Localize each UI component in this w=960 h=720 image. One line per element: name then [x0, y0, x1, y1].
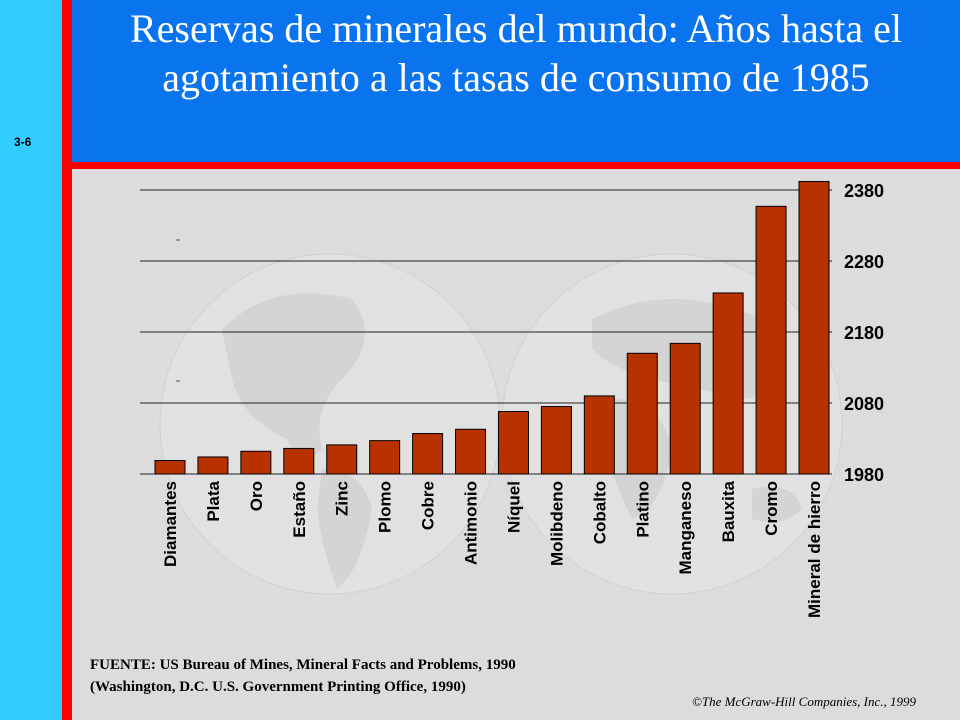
slide-title: Reservas de minerales del mundo: Años ha…	[129, 6, 903, 100]
y-tick-label: 1980	[844, 465, 884, 485]
x-category-label: Bauxita	[719, 480, 738, 542]
x-category-label: Cobre	[419, 481, 438, 530]
bar	[154, 460, 186, 475]
bar	[540, 406, 572, 475]
bar	[197, 456, 229, 475]
bars	[154, 180, 830, 475]
bar	[369, 440, 401, 475]
bar	[326, 444, 358, 475]
x-category-label: Plata	[204, 480, 223, 521]
x-category-label: Mineral de hierro	[805, 481, 824, 618]
y-tick-label: 2280	[844, 252, 884, 272]
x-category-label: Cobalto	[590, 481, 609, 544]
x-category-label: Antimonio	[462, 481, 481, 565]
bar	[583, 395, 615, 475]
bar	[455, 428, 487, 475]
x-category-label: Manganeso	[676, 481, 695, 575]
left-accent-bar	[0, 0, 62, 720]
x-category-label: Platino	[633, 481, 652, 538]
x-category-label: Plomo	[376, 481, 395, 533]
x-category-label: Diamantes	[161, 481, 180, 567]
x-axis-labels: Diamantes Plata Oro Estaño Zinc Plomo Cobre Ant…	[161, 480, 824, 618]
slide-number: 3-6	[14, 135, 32, 149]
x-category-label: Níquel	[504, 481, 523, 533]
y-tick-label: 2380	[844, 181, 884, 201]
title-banner	[72, 0, 960, 162]
x-category-label: Oro	[247, 481, 266, 511]
bar	[798, 180, 830, 475]
copyright-note: ©The McGraw-Hill Companies, Inc., 1999	[692, 694, 916, 709]
chart-area: 1980 2080 2180 2280 2380 Diamantes Plata Oro Es…	[72, 169, 960, 720]
bar-chart: 1980 2080 2180 2280 2380 Diamantes Plata Oro Es…	[140, 180, 884, 618]
bar	[497, 411, 529, 475]
bar	[412, 433, 444, 475]
y-axis-ticks: 1980 2080 2180 2280 2380	[844, 181, 884, 485]
bar	[626, 352, 658, 475]
bar	[240, 450, 272, 475]
bar	[283, 447, 315, 475]
x-category-label: Cromo	[762, 481, 781, 536]
x-category-label: Molibdeno	[547, 481, 566, 566]
bar	[669, 342, 701, 475]
bar	[755, 205, 787, 475]
y-tick-label: 2180	[844, 323, 884, 343]
x-category-label: Estaño	[290, 481, 309, 538]
bar	[712, 292, 744, 475]
left-red-stripe	[62, 0, 72, 720]
title-red-stripe	[72, 162, 960, 169]
source-note: FUENTE: US Bureau of Mines, Mineral Fact…	[90, 657, 516, 695]
y-tick-label: 2080	[844, 394, 884, 414]
x-category-label: Zinc	[333, 481, 352, 516]
